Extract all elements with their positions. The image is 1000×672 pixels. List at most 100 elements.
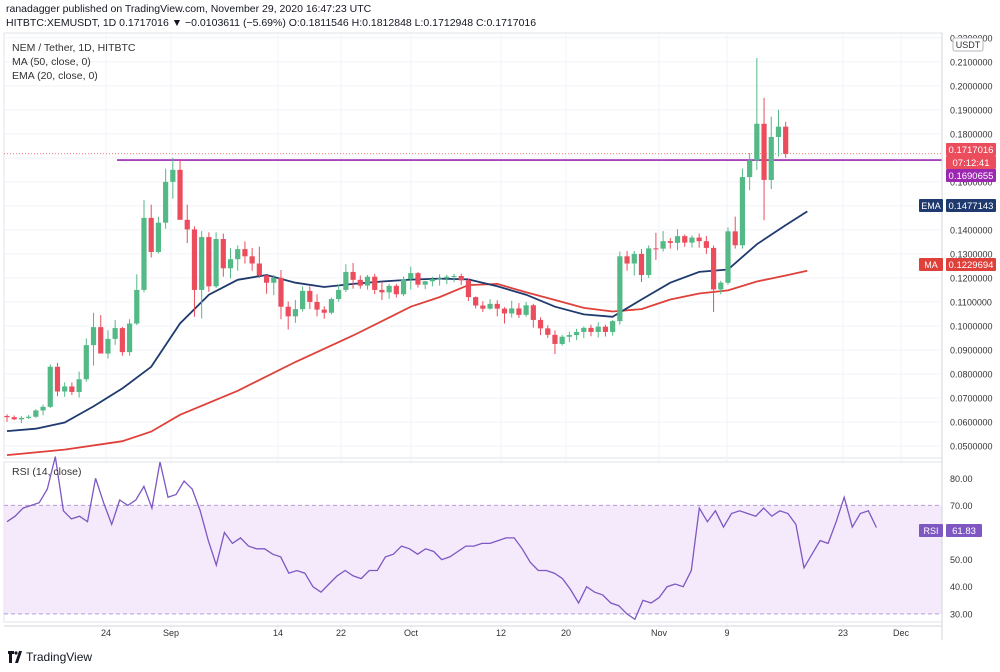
resistance-value: 0.1690655 (949, 171, 994, 182)
candle (415, 271, 421, 288)
candle-body (768, 136, 774, 180)
candle (126, 319, 133, 356)
candle-body (177, 169, 183, 220)
candle-body (105, 338, 111, 354)
candle (112, 319, 118, 345)
candle-body (76, 379, 82, 392)
ema-legend[interactable]: EMA (20, close, 0) (12, 70, 98, 82)
candle (674, 229, 681, 251)
date-tick-label: 20 (561, 628, 571, 638)
candle (300, 286, 306, 312)
candle (437, 274, 443, 286)
tradingview-logo[interactable]: TradingView (8, 650, 92, 664)
candle-body (646, 248, 652, 276)
resistance-badge: 0.1690655 (946, 169, 996, 182)
currency-label: USDT (956, 40, 981, 50)
candle (364, 275, 371, 290)
candle (386, 283, 392, 299)
candle-body (559, 336, 565, 344)
candle (328, 297, 335, 315)
candle (465, 278, 472, 301)
candle-body (473, 297, 479, 306)
price-tick-label: 0.1800000 (950, 129, 993, 139)
candle-body (47, 366, 53, 407)
price-tick-label: 0.0600000 (950, 417, 993, 427)
candle (90, 312, 97, 366)
candle (83, 338, 89, 382)
ma-badge-value: 0.1229694 (949, 260, 994, 271)
candle-body (451, 275, 457, 277)
candle (213, 232, 219, 288)
candle (761, 97, 767, 221)
last-price-badge: 0.1717016 07:12:41 (946, 143, 996, 169)
candle (134, 274, 140, 325)
candle (76, 371, 82, 398)
candle-body (638, 253, 645, 276)
candle-body (516, 308, 522, 315)
countdown-value: 07:12:41 (953, 158, 990, 169)
candle-body (249, 256, 255, 264)
rsi-tick-label: 50.00 (950, 555, 973, 565)
candle (718, 280, 724, 295)
candle (256, 246, 262, 278)
symbol-legend[interactable]: NEM / Tether, 1D, HITBTC (12, 42, 136, 54)
rsi-tick-label: 40.00 (950, 582, 973, 592)
candle-body (285, 306, 291, 317)
candle (105, 330, 111, 359)
candle (501, 307, 508, 324)
candle (343, 264, 349, 293)
price-axis[interactable]: 0.22000000.21000000.20000000.19000000.18… (950, 33, 993, 451)
candle-body (11, 417, 17, 420)
candle-body (610, 321, 616, 332)
candle-body (393, 285, 399, 295)
candle (220, 233, 226, 277)
candle (372, 273, 378, 295)
candle-body (444, 276, 450, 279)
candle-body (487, 303, 493, 309)
candle-body (357, 279, 363, 286)
candle (206, 232, 212, 292)
candle-body (364, 276, 371, 286)
candle (559, 334, 565, 346)
candle (646, 245, 652, 278)
candle-body (732, 231, 738, 246)
candle-body (321, 309, 327, 313)
date-tick-label: 24 (101, 628, 111, 638)
rsi-legend[interactable]: RSI (14, close) (12, 466, 82, 478)
candle-body (437, 278, 443, 280)
candle (357, 275, 363, 289)
currency-badge: USDT (952, 37, 984, 52)
price-tick-label: 0.1000000 (950, 321, 993, 331)
date-axis[interactable]: 24 Sep 14 22 Oct 12 20 Nov 9 23 Dec (101, 628, 910, 638)
candle-body (465, 280, 472, 298)
candle (617, 251, 623, 325)
candle (292, 300, 298, 323)
rsi-badge-value: 61.83 (952, 526, 976, 537)
candle (40, 404, 46, 416)
price-tick-label: 0.1400000 (950, 225, 993, 235)
candle (18, 416, 25, 423)
candle-body (112, 328, 118, 339)
candle-body (256, 263, 262, 276)
candle-body (573, 331, 580, 336)
candle (595, 322, 601, 338)
candle (754, 57, 760, 170)
candle-body (54, 366, 61, 392)
date-tick-label: 23 (838, 628, 848, 638)
candle-body (566, 335, 572, 337)
candle-body (494, 303, 500, 309)
candle (775, 109, 782, 157)
candle-body (581, 327, 587, 332)
ma-legend[interactable]: MA (50, close, 0) (12, 56, 91, 68)
candle-body (83, 345, 89, 380)
date-tick-label: 12 (496, 628, 506, 638)
candle (350, 263, 356, 289)
candle (278, 269, 284, 320)
candle (4, 414, 10, 422)
candle (516, 303, 522, 319)
candle-body (682, 236, 688, 243)
rsi-badge-label: RSI (923, 526, 938, 536)
candle-body (379, 289, 385, 293)
